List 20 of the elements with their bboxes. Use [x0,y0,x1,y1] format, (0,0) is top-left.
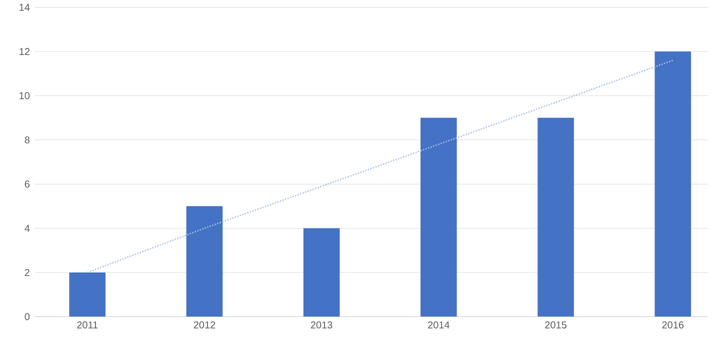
x-tick-label: 2014 [428,321,450,328]
y-tick-label: 2 [24,268,30,276]
bar [186,206,223,317]
y-tick-label: 8 [24,136,30,144]
bar [654,52,692,317]
y-tick-label: 0 [24,313,30,320]
y-tick-label: 12 [20,48,30,56]
x-tick-label: 2012 [194,321,216,328]
y-tick-label: 6 [24,180,30,188]
x-tick-label: 2011 [77,321,98,328]
bar [303,228,340,317]
bar [420,118,457,317]
x-tick-label: 2016 [662,321,684,328]
y-tick-label: 10 [20,92,30,100]
y-tick-label: 4 [24,224,30,232]
y-tick-label: 14 [20,4,30,11]
bar [69,272,106,317]
x-tick-label: 2013 [310,321,332,328]
bar [538,118,574,317]
x-tick-label: 2015 [545,321,566,328]
